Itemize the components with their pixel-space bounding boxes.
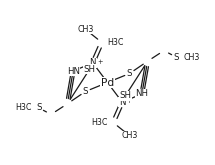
Text: Pd: Pd [101, 78, 114, 87]
Text: S: S [36, 103, 41, 112]
Text: H3C: H3C [91, 118, 108, 127]
Text: CH3: CH3 [183, 53, 200, 62]
Text: HN: HN [67, 66, 80, 76]
Text: CH3: CH3 [121, 131, 138, 140]
Text: S: S [127, 69, 132, 78]
Text: S: S [174, 53, 179, 62]
Text: CH3: CH3 [77, 25, 94, 34]
Text: H3C: H3C [15, 103, 32, 112]
Text: N: N [89, 58, 96, 67]
Text: S: S [83, 87, 88, 96]
Text: NH: NH [135, 89, 148, 99]
Text: SH: SH [83, 65, 95, 74]
Text: +: + [97, 59, 102, 65]
Text: SH: SH [120, 91, 132, 100]
Text: N: N [119, 98, 126, 107]
Text: H3C: H3C [108, 38, 124, 47]
Text: +: + [126, 98, 132, 104]
